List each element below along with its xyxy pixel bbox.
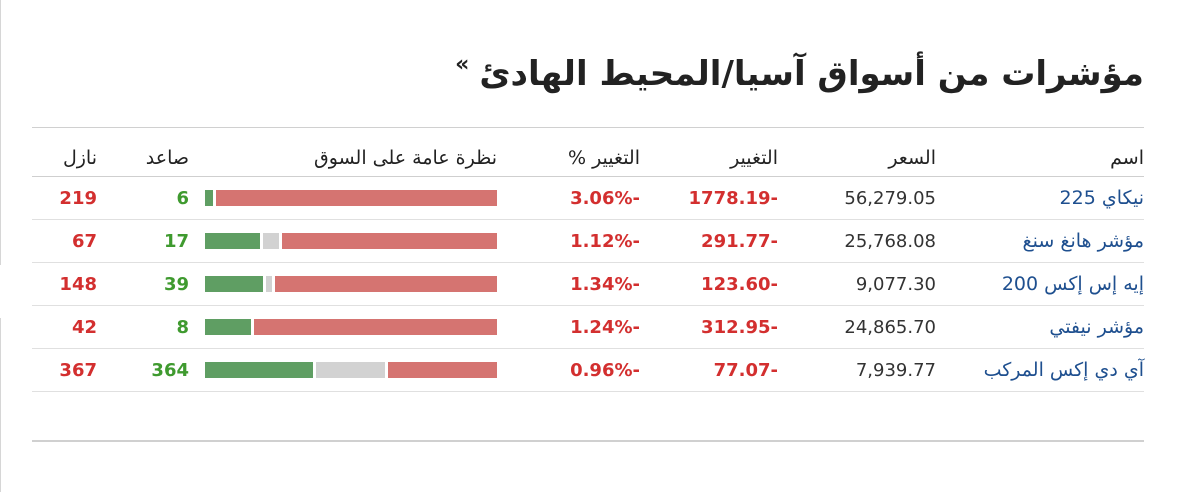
index-name-link[interactable]: نيكاي 225 xyxy=(1059,187,1144,209)
decliners-segment xyxy=(387,362,497,378)
change-cell: -123.60 xyxy=(644,262,782,306)
decliners-cell: 148 xyxy=(32,262,101,306)
change-cell: -1778.19 xyxy=(644,176,782,220)
advancers-segment xyxy=(205,190,213,206)
advancers-cell: 6 xyxy=(101,176,193,220)
advancers-cell: 17 xyxy=(101,219,193,263)
price-cell: 9,077.30 xyxy=(782,262,940,306)
market-breadth-bar xyxy=(205,276,497,292)
market-outlook-cell xyxy=(193,348,501,392)
header-market-outlook: نظرة عامة على السوق xyxy=(314,147,497,169)
advancers-segment xyxy=(205,319,252,335)
index-name-cell: نيكاي 225 xyxy=(940,176,1144,220)
header-down: نازل xyxy=(62,147,97,169)
advancers-cell: 8 xyxy=(101,305,193,349)
unchanged-segment xyxy=(262,233,279,249)
table-row[interactable]: آي دي إكس المركب 7,939.77 -77.07 -0.96% 364 3… xyxy=(32,348,1144,392)
page-title[interactable]: مؤشرات من أسواق آسيا/المحيط الهادئ xyxy=(479,54,1144,94)
unchanged-segment xyxy=(266,276,273,292)
market-outlook-cell xyxy=(193,305,501,349)
change-cell: -77.07 xyxy=(644,348,782,392)
advancers-segment xyxy=(205,276,264,292)
decliners-segment xyxy=(254,319,497,335)
change-cell: -291.77 xyxy=(644,219,782,263)
advancers-cell: 39 xyxy=(101,262,193,306)
decliners-cell: 67 xyxy=(32,219,101,263)
asia-pacific-indices-panel: مؤشرات من أسواق آسيا/المحيط الهادئ » اسم… xyxy=(32,0,1144,492)
change-pct-cell: -1.12% xyxy=(501,219,644,263)
title-divider xyxy=(32,127,1144,128)
advancers-segment xyxy=(205,233,260,249)
chevron-right-icon[interactable]: » xyxy=(455,51,470,77)
change-pct-cell: -1.34% xyxy=(501,262,644,306)
table-row[interactable]: مؤشر هانغ سنغ 25,768.08 -291.77 -1.12% 17 67 xyxy=(32,219,1144,263)
index-name-link[interactable]: آي دي إكس المركب xyxy=(983,359,1144,381)
price-cell: 7,939.77 xyxy=(782,348,940,392)
header-up: صاعد xyxy=(145,147,189,169)
table-row[interactable]: مؤشر نيفتي 24,865.70 -312.95 -1.24% 8 42 xyxy=(32,305,1144,349)
bottom-divider xyxy=(32,440,1144,442)
header-change-pct: التغيير % xyxy=(567,147,640,169)
title-row[interactable]: مؤشرات من أسواق آسيا/المحيط الهادئ » xyxy=(455,44,1144,104)
index-name-cell: مؤشر نيفتي xyxy=(940,305,1144,349)
market-breadth-bar xyxy=(205,233,497,249)
table-row[interactable]: إيه إس إكس 200 9,077.30 -123.60 -1.34% 39 148 xyxy=(32,262,1144,306)
change-pct-cell: -1.24% xyxy=(501,305,644,349)
market-breadth-bar xyxy=(205,362,497,378)
left-edge-line-lower xyxy=(0,318,1,492)
index-name-link[interactable]: مؤشر نيفتي xyxy=(1049,316,1144,338)
price-cell: 24,865.70 xyxy=(782,305,940,349)
advancers-cell: 364 xyxy=(101,348,193,392)
decliners-cell: 367 xyxy=(32,348,101,392)
decliners-cell: 42 xyxy=(32,305,101,349)
header-name: اسم xyxy=(1110,147,1144,169)
market-outlook-cell xyxy=(193,262,501,306)
decliners-cell: 219 xyxy=(32,176,101,220)
market-outlook-cell xyxy=(193,176,501,220)
change-cell: -312.95 xyxy=(644,305,782,349)
market-breadth-bar xyxy=(205,319,497,335)
market-breadth-bar xyxy=(205,190,497,206)
index-name-cell: إيه إس إكس 200 xyxy=(940,262,1144,306)
index-name-link[interactable]: إيه إس إكس 200 xyxy=(1001,273,1144,295)
price-cell: 25,768.08 xyxy=(782,219,940,263)
price-cell: 56,279.05 xyxy=(782,176,940,220)
table-row[interactable]: نيكاي 225 56,279.05 -1778.19 -3.06% 6 219 xyxy=(32,176,1144,220)
index-name-cell: مؤشر هانغ سنغ xyxy=(940,219,1144,263)
index-name-cell: آي دي إكس المركب xyxy=(940,348,1144,392)
indices-table: اسم السعر التغيير التغيير % نظرة عامة عل… xyxy=(32,140,1144,392)
unchanged-segment xyxy=(316,362,385,378)
header-change: التغيير xyxy=(730,147,778,169)
advancers-segment xyxy=(205,362,314,378)
header-price: السعر xyxy=(888,147,936,169)
index-name-link[interactable]: مؤشر هانغ سنغ xyxy=(1022,230,1144,252)
change-pct-cell: -3.06% xyxy=(501,176,644,220)
change-pct-cell: -0.96% xyxy=(501,348,644,392)
decliners-segment xyxy=(281,233,497,249)
table-header-row: اسم السعر التغيير التغيير % نظرة عامة عل… xyxy=(32,140,1144,177)
left-edge-line xyxy=(0,0,1,265)
decliners-segment xyxy=(275,276,497,292)
market-outlook-cell xyxy=(193,219,501,263)
decliners-segment xyxy=(215,190,497,206)
